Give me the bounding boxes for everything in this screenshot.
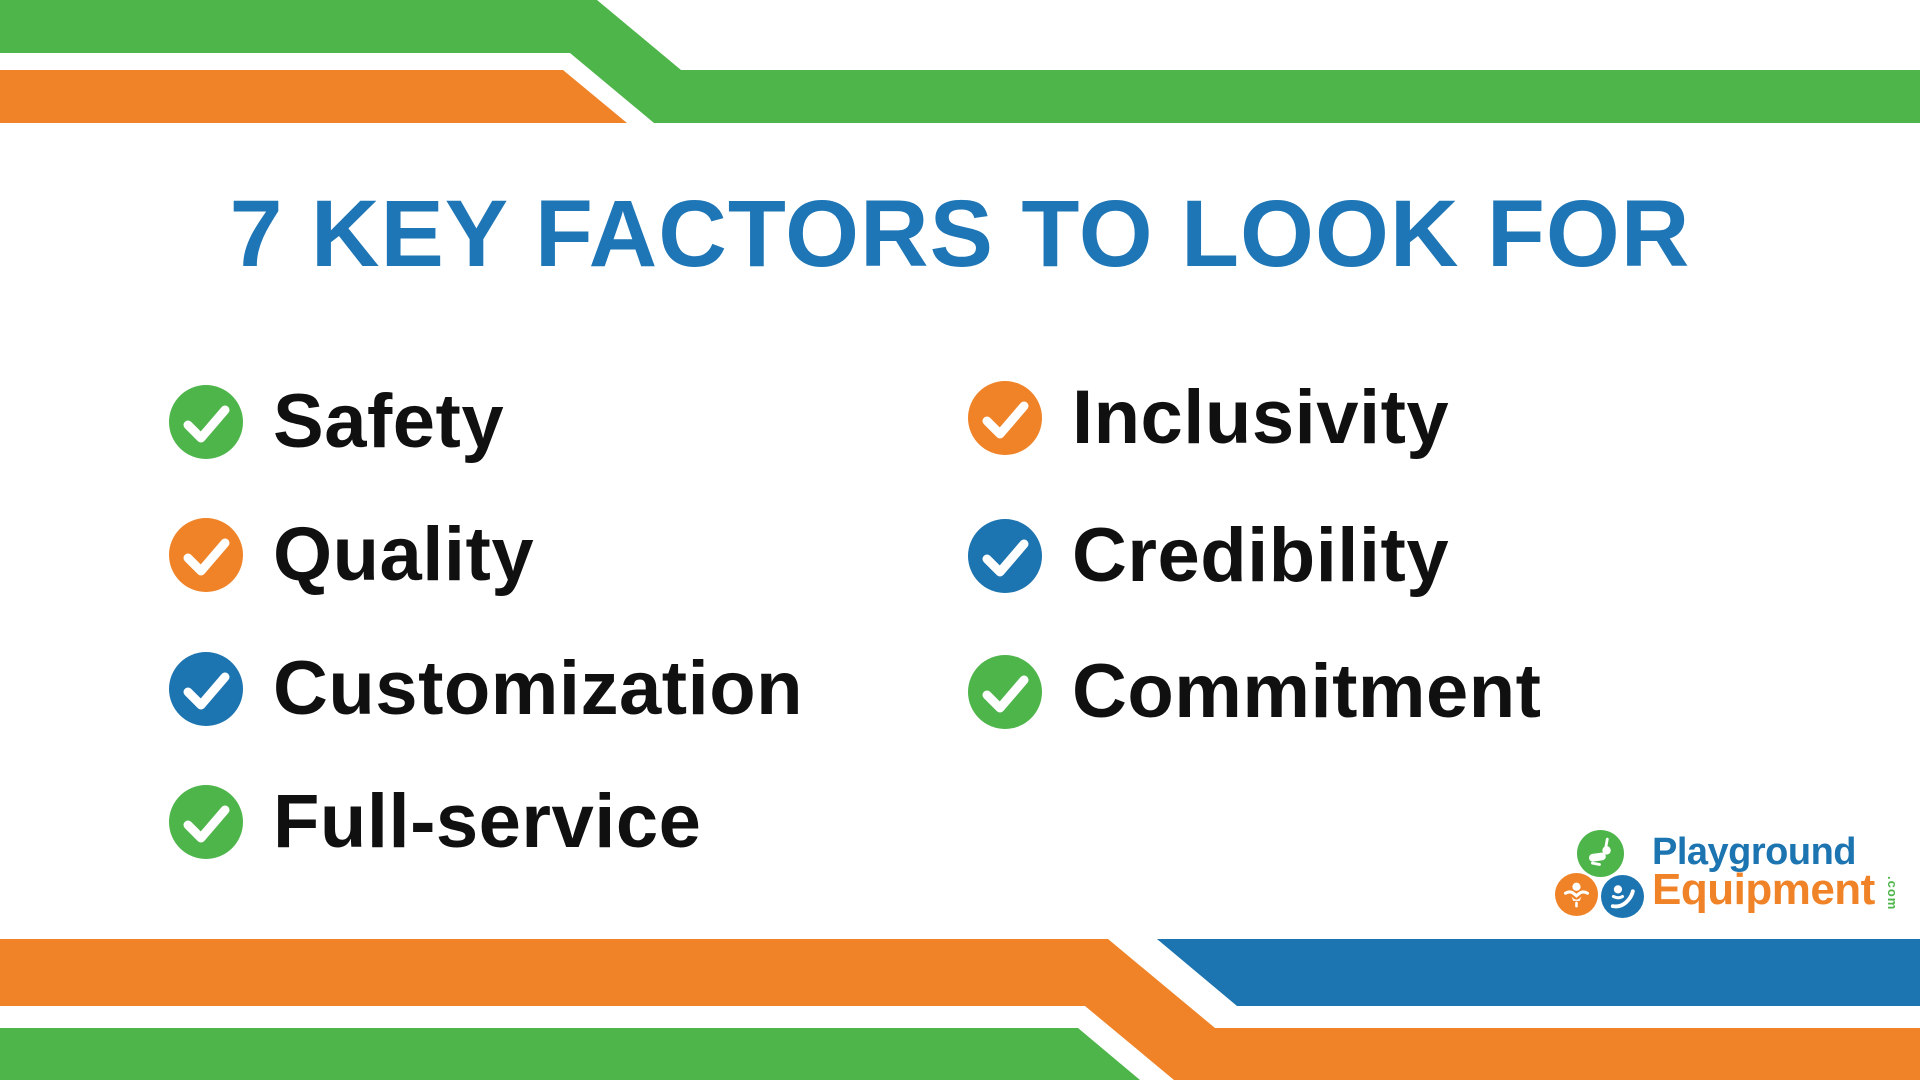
checkmark-glyph	[982, 539, 1029, 576]
checklist-label: Inclusivity	[1072, 375, 1450, 460]
swing-child-icon	[1577, 830, 1624, 877]
check-circle-icon	[968, 654, 1042, 729]
checklist-label: Commitment	[1072, 649, 1542, 734]
checklist-label: Quality	[273, 512, 535, 597]
check-circle-icon	[968, 380, 1042, 455]
checklist-item-customization: Customization	[169, 645, 803, 732]
checkmark-glyph	[183, 672, 230, 709]
checklist-item-full-service: Full-service	[169, 778, 701, 865]
checkmark-glyph	[982, 401, 1029, 438]
checkmark-glyph	[183, 538, 230, 575]
checklist-item-credibility: Credibility	[968, 512, 1449, 599]
playground-equipment-logo: Playground Equipment .com	[1548, 818, 1920, 933]
checklist-item-commitment: Commitment	[968, 648, 1541, 735]
rider-child-icon	[1555, 873, 1598, 916]
check-circle-icon	[169, 384, 243, 459]
check-circle-icon	[169, 517, 243, 592]
checkmark-glyph	[982, 675, 1029, 712]
logo-word-equipment: Equipment	[1652, 865, 1875, 914]
checkmark-glyph	[183, 805, 230, 842]
checklist-label: Credibility	[1072, 513, 1450, 598]
check-circle-icon	[169, 651, 243, 726]
slide-child-icon	[1601, 875, 1644, 918]
checklist-item-safety: Safety	[169, 378, 504, 465]
checklist-label: Customization	[273, 646, 804, 731]
logo-suffix-dotcom: .com	[1885, 876, 1900, 911]
check-circle-icon	[169, 784, 243, 859]
checklist-label: Full-service	[273, 779, 702, 864]
checklist-item-quality: Quality	[169, 511, 534, 598]
checklist-item-inclusivity: Inclusivity	[968, 374, 1449, 461]
checkmark-glyph	[183, 405, 230, 442]
checklist-label: Safety	[273, 379, 505, 464]
logo-word-playground: Playground	[1652, 831, 1857, 873]
check-circle-icon	[968, 518, 1042, 593]
page-title: 7 KEY FACTORS TO LOOK FOR	[229, 181, 1691, 287]
